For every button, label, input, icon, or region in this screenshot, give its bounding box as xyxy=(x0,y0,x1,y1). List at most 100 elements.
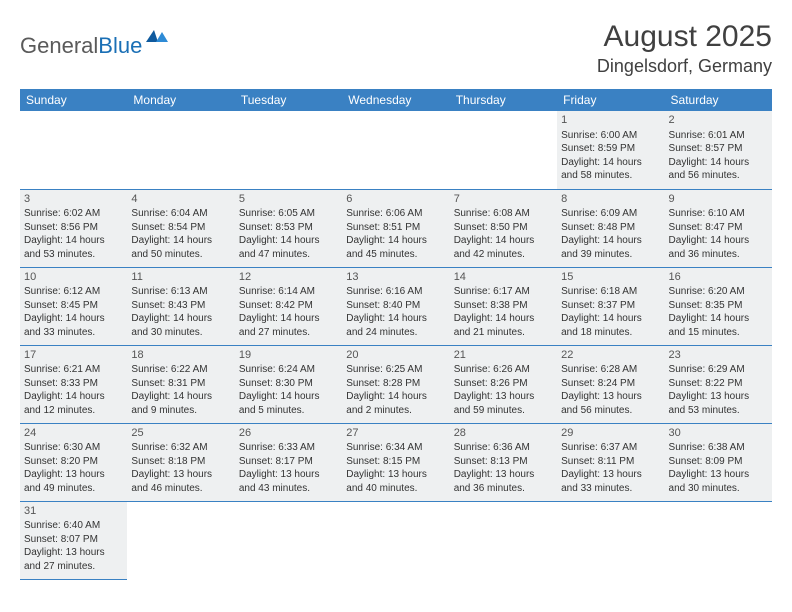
calendar-cell: 11Sunrise: 6:13 AMSunset: 8:43 PMDayligh… xyxy=(127,267,234,345)
daylight-text: Daylight: 14 hours and 15 minutes. xyxy=(669,312,768,339)
day-header: Friday xyxy=(557,89,664,111)
day-number: 18 xyxy=(131,348,230,363)
sunset-text: Sunset: 8:18 PM xyxy=(131,455,230,469)
calendar-cell: 3Sunrise: 6:02 AMSunset: 8:56 PMDaylight… xyxy=(20,189,127,267)
calendar-row: 3Sunrise: 6:02 AMSunset: 8:56 PMDaylight… xyxy=(20,189,772,267)
calendar-cell: 29Sunrise: 6:37 AMSunset: 8:11 PMDayligh… xyxy=(557,423,664,501)
day-number: 25 xyxy=(131,426,230,441)
sunset-text: Sunset: 8:33 PM xyxy=(24,377,123,391)
daylight-text: Daylight: 14 hours and 58 minutes. xyxy=(561,156,660,183)
calendar-cell: 13Sunrise: 6:16 AMSunset: 8:40 PMDayligh… xyxy=(342,267,449,345)
calendar-cell: 24Sunrise: 6:30 AMSunset: 8:20 PMDayligh… xyxy=(20,423,127,501)
sunrise-text: Sunrise: 6:20 AM xyxy=(669,285,768,299)
header: GeneralBlue August 2025 Dingelsdorf, Ger… xyxy=(20,20,772,77)
daylight-text: Daylight: 14 hours and 33 minutes. xyxy=(24,312,123,339)
day-number: 23 xyxy=(669,348,768,363)
sunset-text: Sunset: 8:35 PM xyxy=(669,299,768,313)
sunset-text: Sunset: 8:43 PM xyxy=(131,299,230,313)
day-header-row: SundayMondayTuesdayWednesdayThursdayFrid… xyxy=(20,89,772,111)
daylight-text: Daylight: 14 hours and 39 minutes. xyxy=(561,234,660,261)
calendar-cell xyxy=(557,501,664,579)
sunset-text: Sunset: 8:47 PM xyxy=(669,221,768,235)
day-number: 16 xyxy=(669,270,768,285)
day-number: 10 xyxy=(24,270,123,285)
sunset-text: Sunset: 8:54 PM xyxy=(131,221,230,235)
calendar-cell xyxy=(665,501,772,579)
sunrise-text: Sunrise: 6:28 AM xyxy=(561,363,660,377)
daylight-text: Daylight: 13 hours and 40 minutes. xyxy=(346,468,445,495)
flag-icon xyxy=(144,28,170,51)
sunset-text: Sunset: 8:17 PM xyxy=(239,455,338,469)
calendar-cell: 6Sunrise: 6:06 AMSunset: 8:51 PMDaylight… xyxy=(342,189,449,267)
sunset-text: Sunset: 8:48 PM xyxy=(561,221,660,235)
sunrise-text: Sunrise: 6:13 AM xyxy=(131,285,230,299)
sunset-text: Sunset: 8:40 PM xyxy=(346,299,445,313)
calendar-cell: 18Sunrise: 6:22 AMSunset: 8:31 PMDayligh… xyxy=(127,345,234,423)
daylight-text: Daylight: 14 hours and 5 minutes. xyxy=(239,390,338,417)
sunset-text: Sunset: 8:26 PM xyxy=(454,377,553,391)
daylight-text: Daylight: 14 hours and 12 minutes. xyxy=(24,390,123,417)
sunset-text: Sunset: 8:31 PM xyxy=(131,377,230,391)
calendar-cell: 27Sunrise: 6:34 AMSunset: 8:15 PMDayligh… xyxy=(342,423,449,501)
day-number: 1 xyxy=(561,113,660,128)
day-header: Monday xyxy=(127,89,234,111)
sunrise-text: Sunrise: 6:38 AM xyxy=(669,441,768,455)
calendar-cell xyxy=(450,111,557,189)
calendar-row: 10Sunrise: 6:12 AMSunset: 8:45 PMDayligh… xyxy=(20,267,772,345)
sunset-text: Sunset: 8:09 PM xyxy=(669,455,768,469)
daylight-text: Daylight: 13 hours and 36 minutes. xyxy=(454,468,553,495)
calendar-cell: 23Sunrise: 6:29 AMSunset: 8:22 PMDayligh… xyxy=(665,345,772,423)
sunset-text: Sunset: 8:53 PM xyxy=(239,221,338,235)
daylight-text: Daylight: 14 hours and 53 minutes. xyxy=(24,234,123,261)
day-number: 27 xyxy=(346,426,445,441)
location: Dingelsdorf, Germany xyxy=(597,56,772,77)
sunrise-text: Sunrise: 6:29 AM xyxy=(669,363,768,377)
day-number: 4 xyxy=(131,192,230,207)
daylight-text: Daylight: 14 hours and 50 minutes. xyxy=(131,234,230,261)
day-number: 30 xyxy=(669,426,768,441)
sunset-text: Sunset: 8:28 PM xyxy=(346,377,445,391)
calendar-cell: 9Sunrise: 6:10 AMSunset: 8:47 PMDaylight… xyxy=(665,189,772,267)
daylight-text: Daylight: 13 hours and 59 minutes. xyxy=(454,390,553,417)
sunrise-text: Sunrise: 6:18 AM xyxy=(561,285,660,299)
sunset-text: Sunset: 8:11 PM xyxy=(561,455,660,469)
sunrise-text: Sunrise: 6:01 AM xyxy=(669,129,768,143)
daylight-text: Daylight: 14 hours and 45 minutes. xyxy=(346,234,445,261)
daylight-text: Daylight: 13 hours and 46 minutes. xyxy=(131,468,230,495)
sunset-text: Sunset: 8:51 PM xyxy=(346,221,445,235)
logo-text-blue: Blue xyxy=(98,33,142,58)
day-header: Saturday xyxy=(665,89,772,111)
sunset-text: Sunset: 8:07 PM xyxy=(24,533,123,547)
calendar-cell xyxy=(20,111,127,189)
day-number: 2 xyxy=(669,113,768,128)
day-number: 8 xyxy=(561,192,660,207)
day-number: 13 xyxy=(346,270,445,285)
calendar-cell xyxy=(342,501,449,579)
day-number: 11 xyxy=(131,270,230,285)
sunset-text: Sunset: 8:59 PM xyxy=(561,142,660,156)
month-title: August 2025 xyxy=(597,20,772,54)
calendar-cell: 22Sunrise: 6:28 AMSunset: 8:24 PMDayligh… xyxy=(557,345,664,423)
day-number: 9 xyxy=(669,192,768,207)
calendar-row: 24Sunrise: 6:30 AMSunset: 8:20 PMDayligh… xyxy=(20,423,772,501)
calendar-cell: 7Sunrise: 6:08 AMSunset: 8:50 PMDaylight… xyxy=(450,189,557,267)
calendar-cell: 14Sunrise: 6:17 AMSunset: 8:38 PMDayligh… xyxy=(450,267,557,345)
day-number: 15 xyxy=(561,270,660,285)
daylight-text: Daylight: 13 hours and 30 minutes. xyxy=(669,468,768,495)
sunset-text: Sunset: 8:37 PM xyxy=(561,299,660,313)
sunrise-text: Sunrise: 6:21 AM xyxy=(24,363,123,377)
daylight-text: Daylight: 14 hours and 36 minutes. xyxy=(669,234,768,261)
sunset-text: Sunset: 8:45 PM xyxy=(24,299,123,313)
calendar-cell: 20Sunrise: 6:25 AMSunset: 8:28 PMDayligh… xyxy=(342,345,449,423)
day-header: Tuesday xyxy=(235,89,342,111)
calendar-cell: 26Sunrise: 6:33 AMSunset: 8:17 PMDayligh… xyxy=(235,423,342,501)
day-number: 3 xyxy=(24,192,123,207)
calendar-row: 1Sunrise: 6:00 AMSunset: 8:59 PMDaylight… xyxy=(20,111,772,189)
sunrise-text: Sunrise: 6:37 AM xyxy=(561,441,660,455)
sunrise-text: Sunrise: 6:14 AM xyxy=(239,285,338,299)
sunrise-text: Sunrise: 6:05 AM xyxy=(239,207,338,221)
calendar-cell: 19Sunrise: 6:24 AMSunset: 8:30 PMDayligh… xyxy=(235,345,342,423)
sunrise-text: Sunrise: 6:06 AM xyxy=(346,207,445,221)
logo-text-general: General xyxy=(20,33,98,58)
calendar-row: 17Sunrise: 6:21 AMSunset: 8:33 PMDayligh… xyxy=(20,345,772,423)
